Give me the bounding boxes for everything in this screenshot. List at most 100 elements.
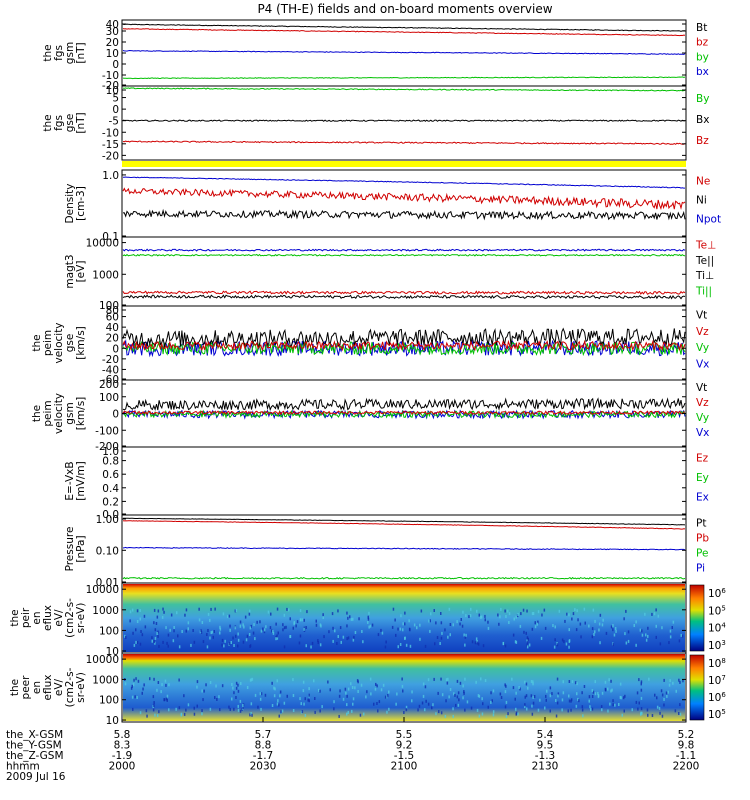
- spectrogram-speckle: [359, 713, 362, 717]
- panel-peer-spec: 108 107 106 105 10000 1000 100 10 the peer en eflux…: [9, 652, 726, 727]
- series-peim-gse-vt: [122, 327, 686, 349]
- spectrogram-speckle: [474, 641, 477, 645]
- spectrogram-speckle: [269, 626, 272, 630]
- spectrogram-speckle: [156, 632, 158, 635]
- x-tick-label-x-gsm: 5.5: [396, 729, 413, 741]
- spectrogram-speckle: [161, 615, 164, 619]
- spectrogram-speckle: [332, 626, 334, 630]
- spectrogram-speckle: [571, 617, 573, 621]
- x-tick-label-hhmm: 2100: [391, 761, 418, 773]
- spectrogram-speckle: [659, 642, 662, 646]
- series-fgs-gse-bz: [122, 140, 686, 145]
- spectrogram-speckle: [250, 678, 253, 682]
- legend-pi: Pi: [696, 563, 705, 575]
- y-axis-label-line: velocity: [53, 322, 65, 363]
- spectrogram-speckle: [315, 623, 318, 627]
- y-axis-label-line: gse: [64, 334, 76, 353]
- spectrogram-speckle: [504, 609, 506, 613]
- spectrogram-speckle: [515, 691, 517, 695]
- spectrogram-speckle: [151, 639, 153, 643]
- y-tick-label: 0.1: [102, 231, 119, 243]
- spectrogram-speckle: [427, 678, 430, 682]
- spectrogram-speckle: [273, 694, 276, 698]
- legend-pt: Pt: [696, 517, 706, 529]
- spectrogram-speckle: [526, 639, 528, 643]
- spectrogram-speckle: [647, 634, 649, 638]
- spectrogram-speckle: [213, 630, 215, 633]
- y-axis-label-line: (cm2-s-: [64, 598, 76, 638]
- legend-vz: Vz: [696, 326, 709, 338]
- spectrogram-speckle: [141, 691, 143, 695]
- colorbar-strip: [689, 584, 705, 652]
- legend-by: By: [696, 93, 709, 105]
- spectrogram-speckle: [572, 612, 575, 616]
- legend-vx: Vx: [696, 359, 709, 371]
- legend-pe: Pe: [696, 548, 708, 560]
- spectrogram-speckle: [301, 710, 304, 714]
- spectrogram-speckle: [165, 697, 168, 701]
- y-tick-label: 0: [112, 59, 119, 71]
- spectrogram-speckle: [646, 708, 649, 712]
- spectrogram-speckle: [201, 689, 203, 693]
- legend-npot: Npot: [696, 214, 721, 226]
- spectrogram-speckle: [651, 714, 654, 717]
- spectrogram-speckle: [300, 618, 302, 622]
- spectrogram-speckle: [132, 631, 134, 635]
- spectrogram-speckle: [480, 615, 483, 619]
- panel-frame: [121, 85, 687, 161]
- spectrogram-speckle: [552, 624, 554, 627]
- y-tick-label: 0.4: [102, 483, 119, 495]
- spectrogram-speckle: [638, 678, 640, 682]
- spectrogram-speckle: [499, 692, 502, 696]
- series-fgs-gsm-by: [122, 76, 686, 80]
- spectrogram-speckle: [625, 609, 627, 613]
- spectrogram-speckle: [351, 686, 354, 689]
- spectrogram-speckle: [242, 704, 244, 707]
- spectrogram-speckle: [336, 642, 338, 645]
- spectrogram-speckle: [198, 618, 201, 622]
- spectrogram-speckle: [248, 612, 251, 616]
- spectrogram-speckle: [459, 622, 461, 626]
- spectrogram-speckle: [229, 628, 231, 632]
- spectrogram-speckle: [214, 696, 216, 699]
- spectrogram-speckle: [565, 642, 568, 646]
- y-tick-label: 100: [99, 392, 119, 404]
- spectrogram-speckle: [570, 699, 572, 703]
- legend-vz: Vz: [696, 397, 709, 409]
- spectrogram-speckle: [399, 643, 402, 646]
- spectrogram-speckle: [293, 622, 295, 626]
- spectrogram-speckle: [168, 683, 170, 687]
- spectrogram-speckle: [232, 686, 234, 690]
- spectrogram-speckle: [276, 702, 279, 706]
- spectrogram-speckle: [568, 699, 571, 703]
- spectrogram-speckle: [131, 695, 134, 699]
- y-tick-label: 0.8: [102, 456, 119, 468]
- x-tick-label-y-gsm: 8.3: [114, 740, 131, 752]
- spectrogram-speckle: [655, 635, 657, 639]
- spectrogram-speckle: [656, 696, 658, 700]
- spectrogram-speckle: [349, 615, 351, 619]
- spectrogram-speckle: [235, 696, 237, 699]
- spectrogram-speckle: [404, 636, 406, 640]
- spectrogram-speckle: [439, 642, 441, 645]
- spectrogram-speckle: [553, 645, 556, 649]
- spectrogram-speckle: [292, 709, 295, 712]
- spectrogram-speckle: [492, 689, 495, 693]
- spectrogram-speckle: [237, 644, 239, 648]
- spectrogram-speckle: [592, 690, 595, 694]
- spectrogram-speckle: [235, 681, 238, 685]
- spectrogram-speckle: [152, 695, 155, 699]
- spectrogram-speckle: [490, 700, 492, 704]
- spectrogram-speckle: [299, 609, 302, 613]
- spectrogram-speckle: [249, 645, 251, 648]
- spectrogram-speckle: [154, 713, 156, 717]
- spectrogram-speckle: [534, 621, 536, 625]
- spectrogram-speckle: [640, 707, 643, 711]
- spectrogram-speckle: [333, 707, 335, 711]
- spectrogram-speckle: [319, 623, 322, 627]
- spectrogram-speckle: [380, 688, 383, 692]
- spectrogram-speckle: [448, 607, 451, 611]
- spectrogram-speckle: [465, 633, 467, 637]
- spectrogram-speckle: [655, 608, 657, 612]
